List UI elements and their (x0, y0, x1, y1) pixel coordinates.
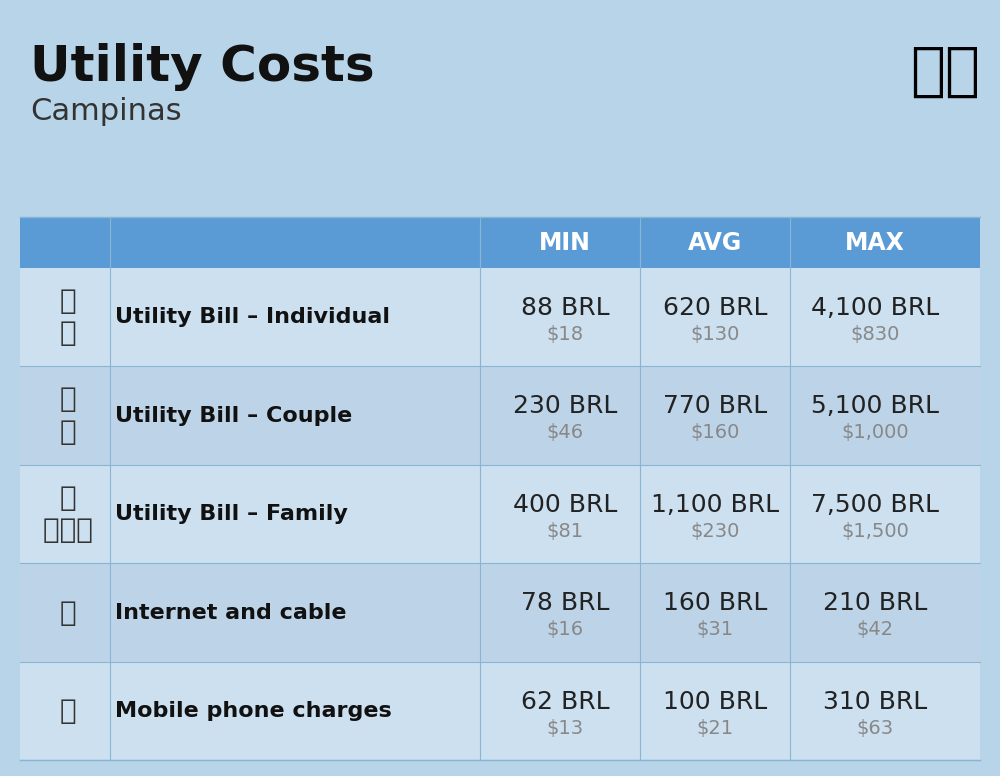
Text: $21: $21 (696, 719, 734, 738)
Text: $830: $830 (850, 324, 900, 344)
Text: $13: $13 (546, 719, 584, 738)
Text: $130: $130 (690, 324, 740, 344)
Text: $1,000: $1,000 (841, 423, 909, 442)
FancyBboxPatch shape (20, 268, 980, 366)
Text: 📱: 📱 (59, 697, 76, 726)
Text: 310 BRL: 310 BRL (823, 690, 927, 714)
Text: 🔧
👥: 🔧 👥 (59, 386, 76, 445)
Text: 🔧
👨‍👩‍👧: 🔧 👨‍👩‍👧 (43, 484, 92, 544)
Text: 📡: 📡 (59, 598, 76, 627)
Text: $63: $63 (856, 719, 894, 738)
Text: $18: $18 (546, 324, 584, 344)
Text: Campinas: Campinas (30, 97, 182, 126)
Text: $46: $46 (546, 423, 584, 442)
Text: $160: $160 (690, 423, 740, 442)
Text: MAX: MAX (845, 230, 905, 255)
Text: 400 BRL: 400 BRL (513, 493, 617, 517)
Text: 1,100 BRL: 1,100 BRL (651, 493, 779, 517)
FancyBboxPatch shape (20, 465, 980, 563)
Text: Utility Bill – Couple: Utility Bill – Couple (115, 406, 352, 425)
Text: 5,100 BRL: 5,100 BRL (811, 394, 939, 418)
Text: 620 BRL: 620 BRL (663, 296, 767, 320)
Text: 78 BRL: 78 BRL (521, 591, 609, 615)
Text: Mobile phone charges: Mobile phone charges (115, 702, 392, 721)
Text: Internet and cable: Internet and cable (115, 603, 347, 622)
Text: 88 BRL: 88 BRL (521, 296, 609, 320)
FancyBboxPatch shape (20, 563, 980, 662)
Text: 🇧🇷: 🇧🇷 (910, 43, 980, 99)
Text: Utility Bill – Family: Utility Bill – Family (115, 504, 348, 524)
Text: 160 BRL: 160 BRL (663, 591, 767, 615)
Text: $1,500: $1,500 (841, 521, 909, 541)
FancyBboxPatch shape (20, 662, 980, 760)
FancyBboxPatch shape (20, 217, 115, 760)
Text: $31: $31 (696, 620, 734, 639)
Text: AVG: AVG (688, 230, 742, 255)
Text: 4,100 BRL: 4,100 BRL (811, 296, 939, 320)
Text: $16: $16 (546, 620, 584, 639)
Text: MIN: MIN (539, 230, 591, 255)
Text: $230: $230 (690, 521, 740, 541)
Text: Utility Costs: Utility Costs (30, 43, 375, 91)
Text: 7,500 BRL: 7,500 BRL (811, 493, 939, 517)
Text: $81: $81 (546, 521, 584, 541)
Text: 🔧
🏠: 🔧 🏠 (59, 287, 76, 347)
Text: 100 BRL: 100 BRL (663, 690, 767, 714)
Text: 62 BRL: 62 BRL (521, 690, 609, 714)
Text: 210 BRL: 210 BRL (823, 591, 927, 615)
Text: Utility Bill – Individual: Utility Bill – Individual (115, 307, 390, 327)
FancyBboxPatch shape (20, 217, 980, 268)
Text: 230 BRL: 230 BRL (513, 394, 617, 418)
Text: $42: $42 (856, 620, 894, 639)
Text: 770 BRL: 770 BRL (663, 394, 767, 418)
FancyBboxPatch shape (20, 366, 980, 465)
